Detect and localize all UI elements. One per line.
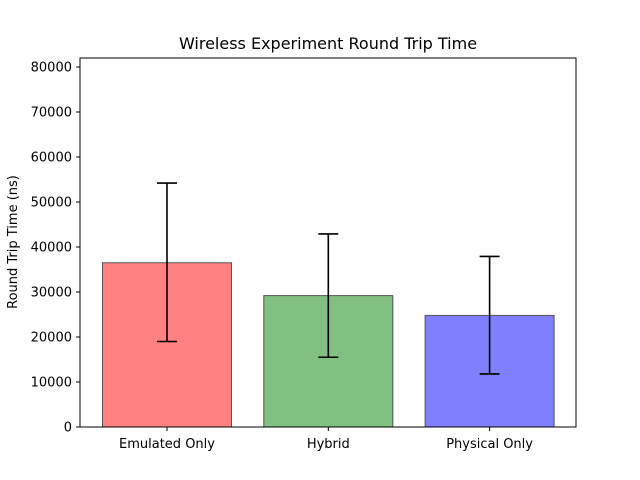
y-tick-label-1: 10000: [31, 376, 72, 391]
x-tick-label-1: Hybrid: [307, 437, 350, 452]
y-tick-label-6: 60000: [31, 151, 72, 166]
y-tick-label-8: 80000: [31, 61, 72, 76]
y-tick-label-3: 30000: [31, 286, 72, 301]
plot-frame: [79, 57, 577, 428]
errorbars-group: [157, 182, 500, 375]
chart-title: Wireless Experiment Round Trip Time: [179, 34, 477, 53]
y-axis-label: Round Trip Time (ns): [6, 175, 21, 309]
y-axis: 0 10000 20000 30000 40000 50000 60000 70000 8000…: [31, 61, 80, 436]
y-tick-label-4: 40000: [31, 241, 72, 256]
y-tick-label-0: 0: [64, 421, 72, 436]
y-tick-label-7: 70000: [31, 106, 72, 121]
x-tick-label-2: Physical Only: [446, 437, 533, 452]
x-tick-label-0: Emulated Only: [119, 437, 215, 452]
y-tick-label-2: 20000: [31, 331, 72, 346]
x-axis: Emulated Only Hybrid Physical Only: [119, 427, 533, 452]
y-tick-label-5: 50000: [31, 196, 72, 211]
